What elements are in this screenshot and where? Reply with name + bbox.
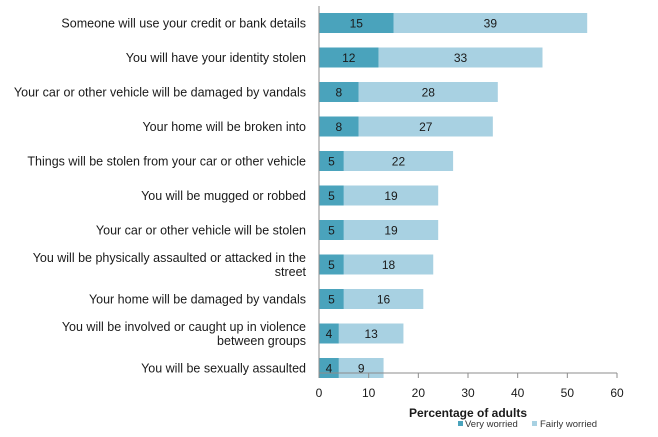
x-axis: 0 10 20 30 40 50 60 xyxy=(316,6,624,400)
bar-fairly-worried xyxy=(343,254,434,275)
bar-fairly-worried xyxy=(343,185,439,206)
category-label: Someone will use your credit or bank det… xyxy=(61,17,306,31)
legend-label-very-worried: Very worried xyxy=(465,419,518,430)
bar-value-label: 4 xyxy=(326,327,333,341)
bar-very-worried xyxy=(319,185,344,206)
bar-fairly-worried xyxy=(338,323,404,344)
legend: Very worried Fairly worried xyxy=(458,419,597,430)
bar-value-label: 8 xyxy=(336,86,343,100)
bar-value-label: 15 xyxy=(350,17,364,31)
bar-very-worried xyxy=(319,47,379,68)
bar-value-label: 16 xyxy=(377,293,391,307)
category-label: street xyxy=(275,265,307,279)
category-label: You will be mugged or robbed xyxy=(141,189,306,203)
legend-label-fairly-worried: Fairly worried xyxy=(540,419,597,430)
bar-value-label: 4 xyxy=(326,362,333,376)
bar-value-label: 5 xyxy=(328,224,335,238)
category-label: Your car or other vehicle will be stolen xyxy=(96,224,306,238)
category-label: between groups xyxy=(217,334,306,348)
bar-value-label: 5 xyxy=(328,258,335,272)
bar-fairly-worried xyxy=(378,47,543,68)
bar-value-label: 22 xyxy=(392,155,406,169)
category-label: You will be involved or caught up in vio… xyxy=(62,320,306,334)
bar-very-worried xyxy=(319,82,359,102)
bar-very-worried xyxy=(319,116,359,137)
category-label: Your car or other vehicle will be damage… xyxy=(14,86,306,100)
x-tick-label: 40 xyxy=(511,386,525,400)
bar-value-label: 12 xyxy=(342,51,356,65)
legend-swatch-very-worried xyxy=(458,421,463,426)
legend-swatch-fairly-worried xyxy=(532,421,537,426)
x-tick-label: 50 xyxy=(561,386,575,400)
category-labels: Someone will use your credit or bank det… xyxy=(14,17,307,376)
bar-very-worried xyxy=(319,323,339,344)
bar-fairly-worried xyxy=(343,220,439,240)
bar-value-label: 27 xyxy=(419,120,433,134)
bar-very-worried xyxy=(319,151,344,171)
bar-fairly-worried xyxy=(358,82,498,102)
bar-very-worried xyxy=(319,220,344,240)
category-label: You will be physically assaulted or atta… xyxy=(33,251,306,265)
bar-very-worried xyxy=(319,254,344,275)
bar-very-worried xyxy=(319,13,394,33)
x-tick-label: 0 xyxy=(316,386,323,400)
bars-layer: 15 39 12 33 8 28 8 27 5 22 5 19 5 19 5 18 5 16 4 13 4 9 xyxy=(319,13,588,378)
x-tick-label: 30 xyxy=(461,386,475,400)
category-label: Your home will be damaged by vandals xyxy=(89,293,306,307)
x-tick-label: 10 xyxy=(362,386,376,400)
bar-value-label: 33 xyxy=(454,51,468,65)
x-axis-title: Percentage of adults xyxy=(409,406,527,420)
bar-value-label: 9 xyxy=(358,362,365,376)
bar-value-label: 19 xyxy=(384,224,398,238)
category-label: You will be sexually assaulted xyxy=(141,362,306,376)
category-label: Your home will be broken into xyxy=(142,120,306,134)
bar-value-label: 19 xyxy=(384,189,398,203)
bar-fairly-worried xyxy=(393,13,588,33)
bar-value-label: 8 xyxy=(336,120,343,134)
bar-value-label: 39 xyxy=(484,17,498,31)
x-tick-label: 20 xyxy=(412,386,426,400)
bar-value-label: 5 xyxy=(328,155,335,169)
category-label: Things will be stolen from your car or o… xyxy=(27,155,306,169)
bar-value-label: 5 xyxy=(328,293,335,307)
bar-value-label: 28 xyxy=(422,86,436,100)
x-tick-label: 60 xyxy=(610,386,624,400)
bar-value-label: 13 xyxy=(364,327,378,341)
bar-value-label: 5 xyxy=(328,189,335,203)
bar-fairly-worried xyxy=(343,151,454,171)
bar-very-worried xyxy=(319,289,344,309)
bar-fairly-worried xyxy=(358,116,493,137)
bar-value-label: 18 xyxy=(382,258,396,272)
bar-fairly-worried xyxy=(343,289,424,309)
category-label: You will have your identity stolen xyxy=(126,51,306,65)
